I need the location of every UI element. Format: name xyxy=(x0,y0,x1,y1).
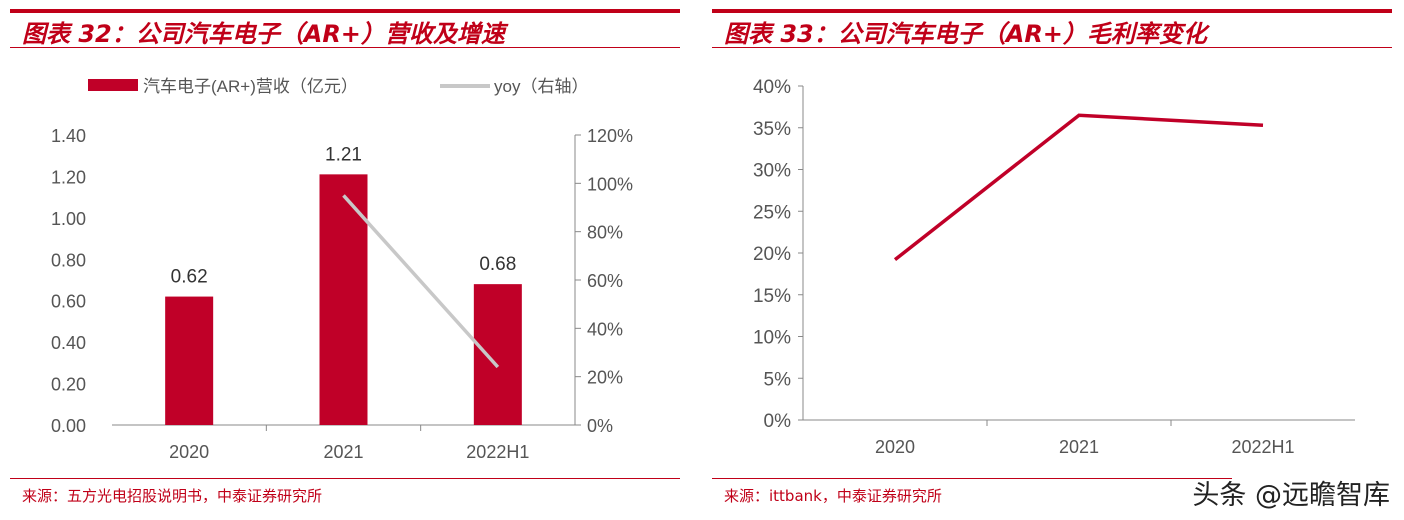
legend-label: yoy（右轴） xyxy=(494,77,588,96)
left-tick-label: 0.20 xyxy=(51,375,86,395)
left-tick-label: 0.40 xyxy=(51,333,86,353)
bar-line-chart: 汽车电子(AR+)营收（亿元） yoy（右轴） 0.00 0.20 0.40 0.60 0.… xyxy=(51,77,633,462)
right-tick-label: 0% xyxy=(587,416,613,436)
y-tick-label: 20% xyxy=(753,244,791,265)
x-tick-label: 2022H1 xyxy=(466,442,529,462)
y-tick-label: 10% xyxy=(753,328,791,349)
top-rule xyxy=(10,9,680,13)
bar xyxy=(165,296,214,425)
x-tick-label: 2021 xyxy=(323,442,363,462)
source-note: 来源：五方光电招股说明书，中泰证券研究所 xyxy=(22,487,323,505)
left-tick-label: 0.60 xyxy=(51,292,86,312)
chart-panel-33: 图表 33：公司汽车电子（AR+）毛利率变化 0% 5% 10% 15% 20% 25% 3… xyxy=(712,0,1392,520)
y-tick-label: 5% xyxy=(764,369,792,390)
title-rule xyxy=(712,47,1392,48)
title-rule xyxy=(10,47,680,48)
x-tick-label: 2022H1 xyxy=(1231,437,1294,457)
data-label: 0.62 xyxy=(171,267,208,288)
y-tick-label: 25% xyxy=(753,202,791,223)
left-tick-label: 1.20 xyxy=(51,167,86,187)
y-tick-label: 0% xyxy=(764,411,792,432)
x-tick-label: 2020 xyxy=(169,442,209,462)
top-rule xyxy=(712,9,1392,13)
right-tick-label: 80% xyxy=(587,223,623,243)
chart-title: 图表 32：公司汽车电子（AR+）营收及增速 xyxy=(22,20,505,48)
y-tick-label: 35% xyxy=(753,119,791,140)
bar xyxy=(319,174,368,425)
legend-label: 汽车电子(AR+)营收（亿元） xyxy=(143,77,358,96)
data-label: 0.68 xyxy=(479,254,516,275)
margin-line xyxy=(893,113,1264,262)
footer-rule xyxy=(10,478,680,479)
footer-rule xyxy=(712,478,1232,479)
right-tick-label: 120% xyxy=(587,126,633,146)
left-tick-label: 1.00 xyxy=(51,209,86,229)
y-tick-label: 30% xyxy=(753,161,791,182)
data-label: 1.21 xyxy=(325,144,362,165)
legend-bar-swatch xyxy=(88,79,138,91)
right-tick-label: 60% xyxy=(587,271,623,291)
line-chart: 0% 5% 10% 15% 20% 25% 30% 35% 40% 2020 2021 2022H1 xyxy=(753,77,1355,457)
chart-panel-32: 图表 32：公司汽车电子（AR+）营收及增速 汽车电子(AR+)营收（亿元） yo… xyxy=(10,0,680,520)
source-note: 来源：ittbank，中泰证券研究所 xyxy=(724,487,942,505)
right-tick-label: 40% xyxy=(587,319,623,339)
left-tick-label: 0.00 xyxy=(51,416,86,436)
bar xyxy=(473,284,522,425)
x-tick-label: 2020 xyxy=(875,437,915,457)
right-tick-label: 20% xyxy=(587,368,623,388)
chart-title: 图表 33：公司汽车电子（AR+）毛利率变化 xyxy=(724,20,1207,48)
x-tick-label: 2021 xyxy=(1059,437,1099,457)
y-tick-label: 15% xyxy=(753,286,791,307)
left-tick-label: 0.80 xyxy=(51,250,86,270)
yoy-line xyxy=(342,194,500,369)
y-tick-label: 40% xyxy=(753,77,791,98)
watermark: 头条 @远瞻智库 xyxy=(1192,480,1390,511)
right-tick-label: 100% xyxy=(587,174,633,194)
left-tick-label: 1.40 xyxy=(51,126,86,146)
